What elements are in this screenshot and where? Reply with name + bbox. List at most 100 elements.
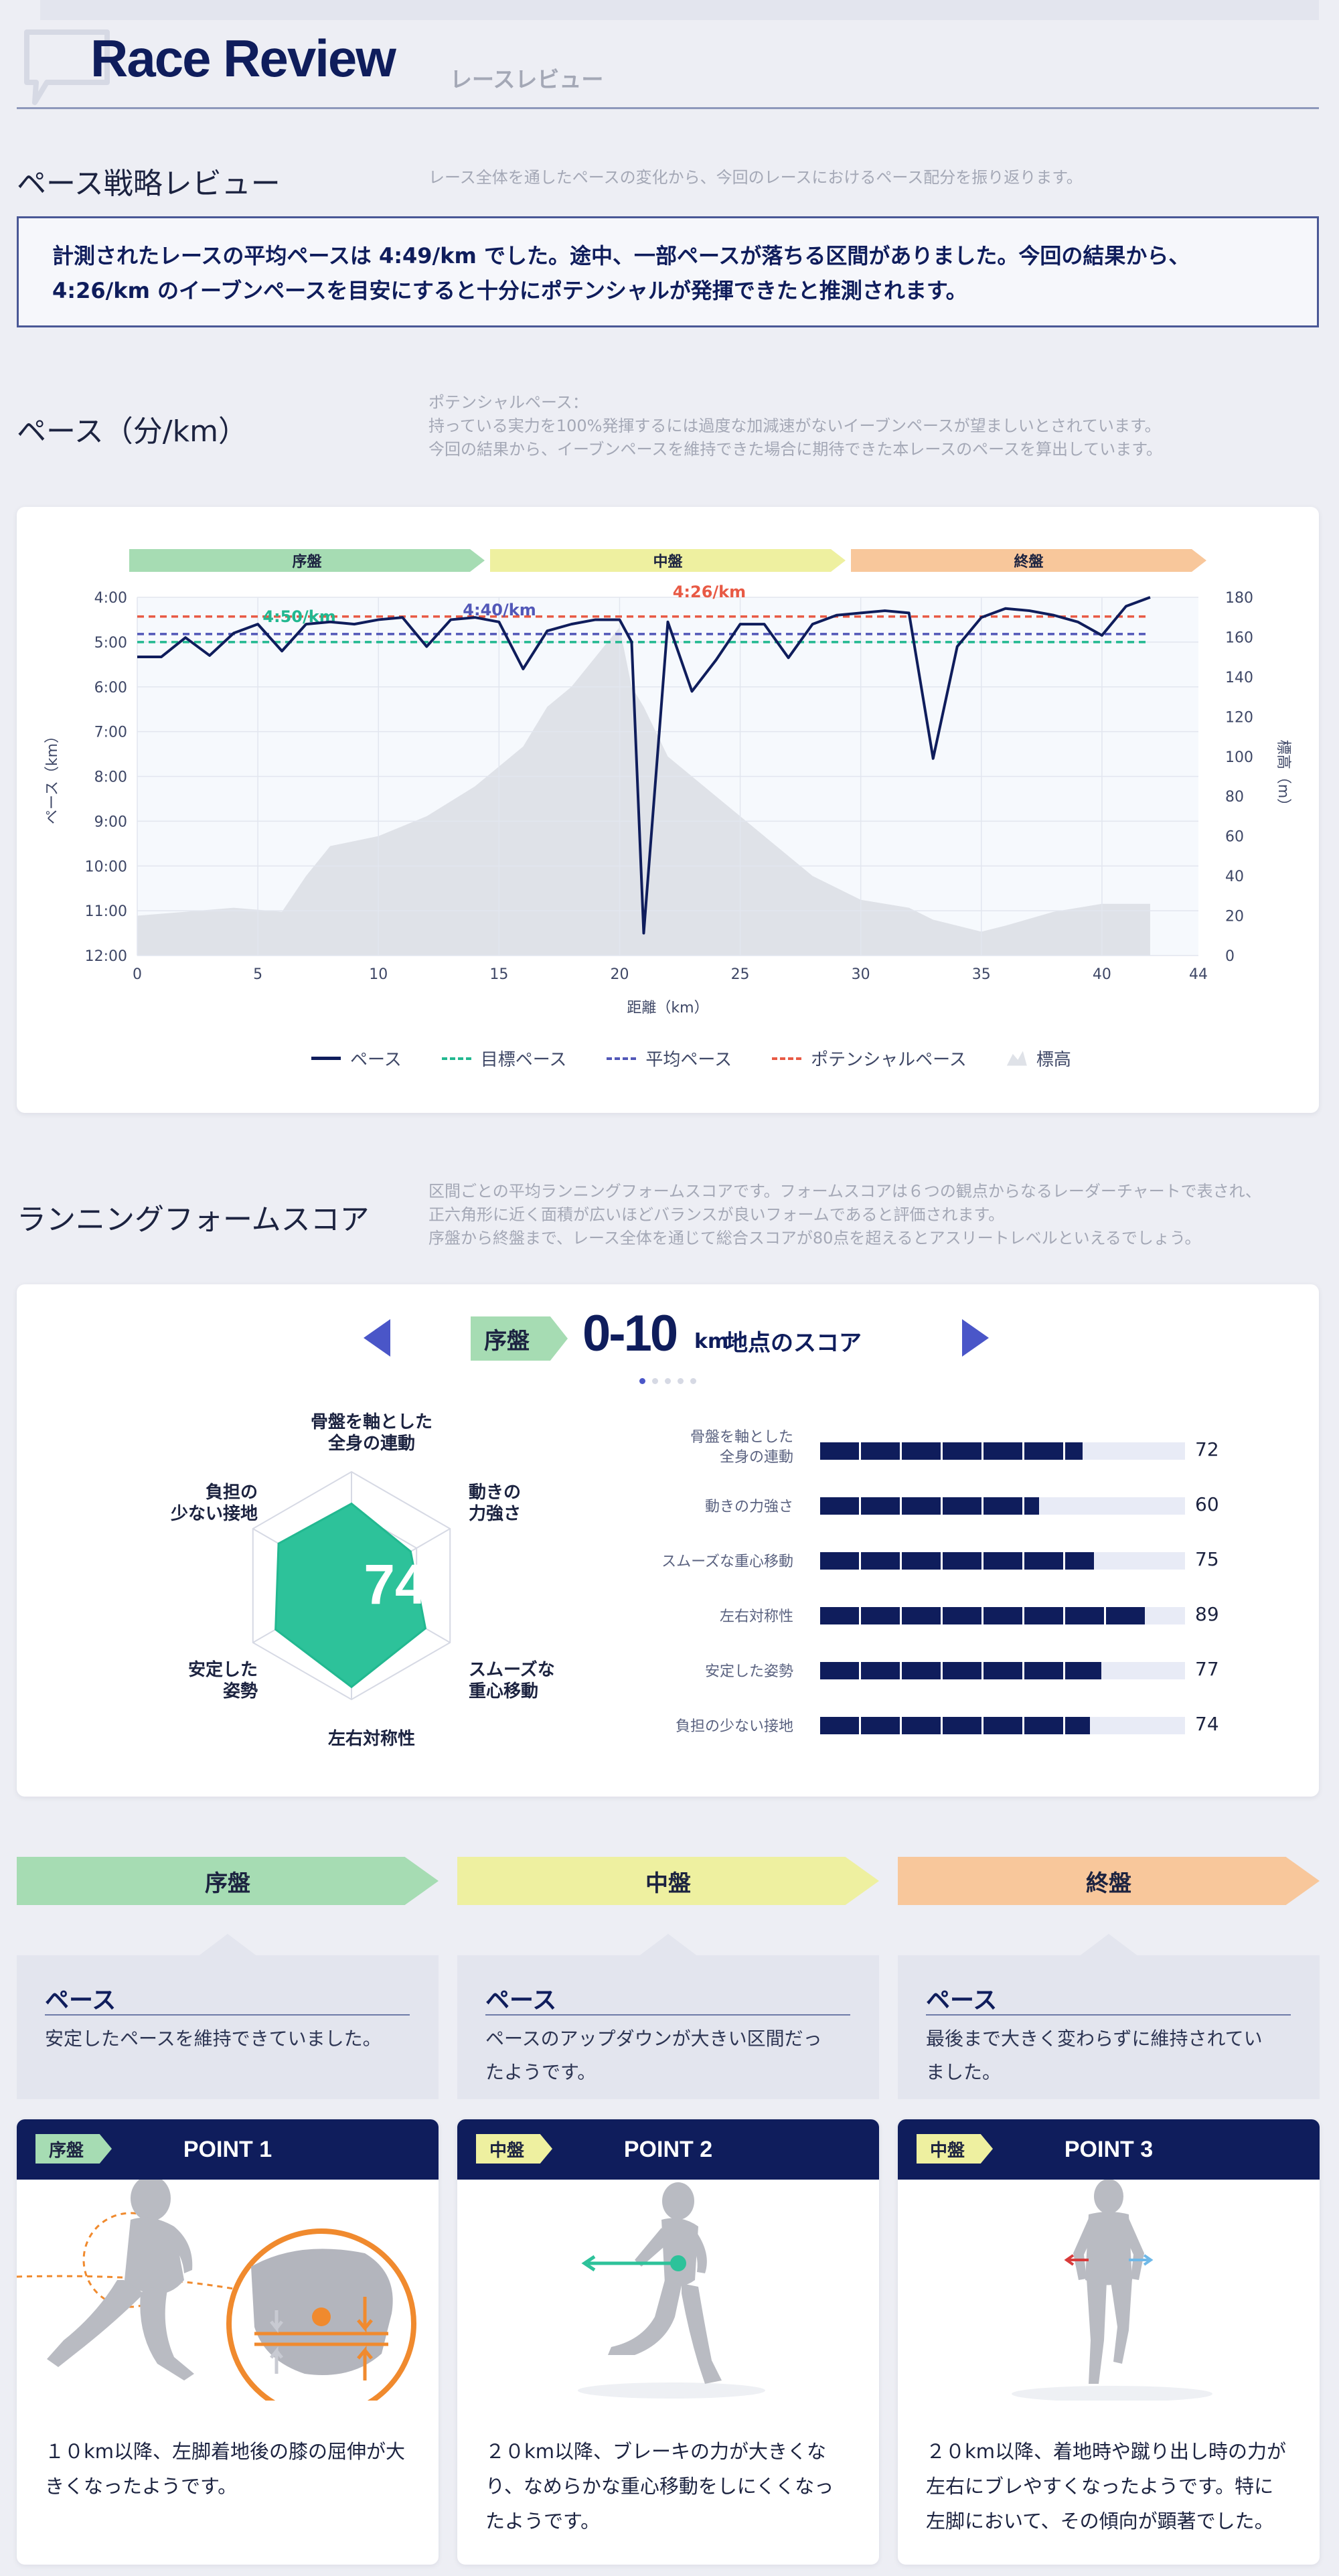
x-tick-label: 44 <box>1189 966 1208 983</box>
point-phase-tag: 中盤 <box>476 2134 553 2164</box>
y-tick-label-left: 6:00 <box>94 680 127 696</box>
pace-summary-box: 計測されたレースの平均ペースは 4:49/km でした。途中、一部ペースが落ちる… <box>17 216 1319 327</box>
score-range: 0-10 <box>582 1305 678 1362</box>
y-tick-label-right: 60 <box>1225 829 1244 846</box>
x-tick-label: 10 <box>369 966 388 983</box>
x-axis-label: 距離（km） <box>627 1000 708 1016</box>
radar-label-line: 骨盤を軸とした <box>310 1412 432 1432</box>
radar-label-line: 動きの <box>469 1483 522 1503</box>
score-range-unit: km <box>694 1330 729 1353</box>
score-bar-label-line: 骨盤を軸とした <box>690 1429 793 1446</box>
y-tick-label-right: 100 <box>1225 749 1253 766</box>
radar-label-top: 骨盤を軸とした 全身の連動 <box>271 1412 472 1454</box>
desc-line: 区間ごとの平均ランニングフォームスコアです。フォームスコアは６つの観点からなるレ… <box>428 1182 1261 1201</box>
legend-swatch <box>607 1057 637 1060</box>
score-bar-value: 72 <box>1195 1438 1219 1460</box>
point-phase-tag: 序盤 <box>35 2134 112 2164</box>
pagination-dot[interactable] <box>652 1378 658 1384</box>
point-text-line: １０km以降、左脚着地後の膝の屈伸が大 <box>45 2440 406 2463</box>
y-tick-label-left: 12:00 <box>85 948 127 965</box>
triangle-left-icon[interactable] <box>358 1316 398 1359</box>
legend-label: 平均ペース <box>645 1050 732 1070</box>
radar-label-line: 負担の <box>205 1483 258 1503</box>
stage-card-pointer <box>198 1934 258 1957</box>
form-score-desc: 区間ごとの平均ランニングフォームスコアです。フォームスコアは６つの観点からなるレ… <box>428 1180 1261 1250</box>
score-bar-row: スムーズな重心移動 75 <box>606 1535 1275 1588</box>
desc-line: ポテンシャルペース： <box>428 393 588 412</box>
runner-brake-illustration <box>578 2182 765 2399</box>
stage-card-text: ペースのアップダウンが大きい区間だっ たようです。 <box>485 2022 822 2089</box>
radar-label-line: 力強さ <box>469 1504 522 1524</box>
pagination-dot[interactable] <box>678 1378 684 1384</box>
desc-line: 正六角形に近く面積が広いほどバランスが良いフォームであると評価されます。 <box>428 1205 1005 1224</box>
legend-item-target[interactable]: 目標ペース <box>441 1046 567 1071</box>
stage-card-line: たようです。 <box>485 2061 597 2083</box>
score-bar-fill <box>820 1662 1101 1679</box>
point-text-line: り、なめらかな重心移動をしにくくなっ <box>485 2475 834 2498</box>
pace-summary-line: 4:26/km のイーブンペースを目安にすると十分にポテンシャルが発揮できたと推… <box>52 278 967 303</box>
stage-card-pointer <box>1079 1934 1139 1957</box>
radar-chart <box>252 1470 451 1701</box>
legend-item-potential[interactable]: ポテンシャルペース <box>772 1046 967 1071</box>
point-text-line: ２０km以降、着地時や蹴り出し時の力が <box>926 2440 1287 2463</box>
elevation-area <box>137 627 1150 956</box>
point-title: POINT 3 <box>1064 2137 1154 2162</box>
score-bar-fill <box>820 1717 1091 1734</box>
stage-card-rule <box>45 2014 410 2016</box>
chart-annotation: 4:40/km <box>463 601 536 619</box>
pagination-dot-active[interactable] <box>639 1378 645 1384</box>
pace-summary-line: 計測されたレースの平均ペースは 4:49/km でした。途中、一部ペースが落ちる… <box>52 243 1190 269</box>
radar-shape <box>274 1502 427 1689</box>
y-axis-label-left: ペース（km） <box>44 729 61 824</box>
chart-legend: ペース 目標ペース 平均ペース ポテンシャルペース 標高 <box>311 1046 1071 1071</box>
x-tick-label: 0 <box>133 966 142 983</box>
score-bar-value: 74 <box>1195 1713 1219 1735</box>
page-subtitle: レースレビュー <box>450 66 604 92</box>
point-text-line: きくなったようです。 <box>45 2475 238 2498</box>
pagination-dot[interactable] <box>665 1378 671 1384</box>
y-tick-label-right: 160 <box>1225 629 1253 646</box>
stage-card-rule <box>926 2014 1291 2016</box>
score-bar-label: スムーズな重心移動 <box>661 1554 793 1570</box>
stage-card-line: 最後まで大きく変わらずに維持されてい <box>926 2028 1263 2050</box>
score-bar-row: 左右対称性 89 <box>606 1590 1275 1643</box>
pace-chart-desc: ポテンシャルペース： 持っている実力を100%発揮するには過度な加減速がないイー… <box>428 391 1162 461</box>
y-tick-label-left: 5:00 <box>94 635 127 652</box>
stage-card-head: ペース <box>45 1987 116 2014</box>
stage-card-head: ペース <box>926 1987 998 2014</box>
legend-item-elevation[interactable]: 標高 <box>1006 1046 1071 1071</box>
legend-item-pace[interactable]: ペース <box>311 1046 402 1071</box>
radar-label-line: 少ない接地 <box>170 1504 258 1524</box>
pace-chart-section-title: ペース（分/km） <box>17 414 248 449</box>
chart-annotation: 4:26/km <box>673 583 746 601</box>
pace-line <box>137 596 1151 935</box>
legend-item-average[interactable]: 平均ペース <box>607 1046 732 1071</box>
stage-card-line: 安定したペースを維持できていました。 <box>45 2028 382 2050</box>
pagination-dot[interactable] <box>690 1378 696 1384</box>
score-range-suffix: 地点のスコア <box>725 1330 862 1357</box>
point-text-line: 左右にブレやすくなったようです。特に <box>926 2475 1274 2498</box>
point-text: ２０km以降、ブレーキの力が大きくな り、なめらかな重心移動をしにくくなっ たよ… <box>485 2434 834 2539</box>
score-bar-label: 動きの力強さ <box>704 1499 793 1515</box>
score-bar-track <box>820 1717 1185 1734</box>
y-axis-label-right: 標高（m） <box>1275 740 1291 813</box>
score-bar-track <box>820 1442 1185 1460</box>
desc-line: 今回の結果から、イーブンペースを維持できた場合に期待できた本レースのペースを算出… <box>428 440 1162 459</box>
radar-total-score: 74 <box>364 1553 426 1616</box>
y-tick-label-left: 7:00 <box>94 725 127 741</box>
phase-chevron-label: 中盤 <box>653 553 683 571</box>
y-tick-label-left: 9:00 <box>94 814 127 830</box>
score-bar-label: 左右対称性 <box>719 1608 793 1625</box>
score-bar-row: 負担の少ない接地 74 <box>606 1699 1275 1753</box>
score-bar-label: 骨盤を軸とした 全身の連動 <box>606 1428 793 1468</box>
phase-chevron-label: 終盤 <box>1014 553 1044 571</box>
legend-label: 目標ペース <box>480 1050 567 1070</box>
point-card-3: 中盤 POINT 3 ２０km以降、着地時や蹴り出し時の力が 左右にブレやすくな… <box>898 2119 1320 2565</box>
triangle-right-icon[interactable] <box>954 1316 994 1359</box>
stage-card-line: ました。 <box>926 2061 1002 2083</box>
title-divider <box>17 107 1319 109</box>
phase-chevron <box>851 549 1206 572</box>
score-bar-value: 89 <box>1195 1603 1219 1625</box>
x-tick-label: 15 <box>489 966 508 983</box>
radar-label-lower-right: スムーズな 重心移動 <box>469 1659 555 1702</box>
